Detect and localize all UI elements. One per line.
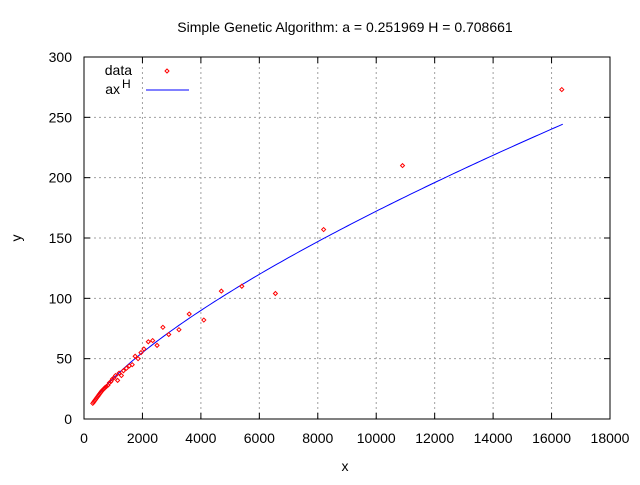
data-point bbox=[112, 372, 119, 379]
x-tick-label: 12000 bbox=[415, 430, 454, 446]
y-tick-label: 0 bbox=[64, 411, 72, 427]
y-tick-label: 50 bbox=[56, 351, 72, 367]
legend: data ax H bbox=[105, 62, 189, 97]
data-point bbox=[109, 376, 116, 382]
data-point bbox=[102, 384, 108, 391]
data-point bbox=[123, 365, 130, 372]
y-tick-label: 150 bbox=[49, 230, 73, 246]
y-tick-label: 100 bbox=[49, 290, 73, 306]
data-point bbox=[106, 380, 113, 386]
data-point bbox=[98, 388, 105, 394]
data-point bbox=[101, 386, 107, 392]
legend-fit-label-superscript: H bbox=[122, 77, 131, 91]
data-point bbox=[141, 346, 147, 352]
data-point bbox=[166, 331, 172, 338]
y-tick-label: 250 bbox=[49, 109, 73, 125]
grid-layer bbox=[84, 57, 610, 419]
data-point bbox=[154, 342, 160, 349]
data-point bbox=[149, 337, 156, 344]
data-point bbox=[272, 290, 279, 297]
series-layer bbox=[90, 86, 565, 407]
data-point bbox=[160, 324, 166, 331]
y-tick-label: 300 bbox=[49, 49, 73, 65]
x-tick-label: 8000 bbox=[302, 430, 333, 446]
data-point bbox=[145, 339, 151, 345]
data-point bbox=[116, 370, 122, 376]
data-point bbox=[559, 86, 565, 93]
x-tick-label: 4000 bbox=[185, 430, 216, 446]
x-tick-label: 2000 bbox=[127, 430, 158, 446]
y-tick-label: 200 bbox=[49, 170, 73, 186]
x-tick-label: 10000 bbox=[357, 430, 396, 446]
data-point bbox=[399, 162, 406, 169]
data-point bbox=[186, 311, 192, 317]
data-point bbox=[239, 283, 245, 289]
x-axis-label: x bbox=[342, 458, 349, 474]
legend-data-marker-diamond bbox=[164, 68, 170, 74]
x-tick-label: 14000 bbox=[474, 430, 513, 446]
data-point bbox=[103, 383, 110, 390]
fit-line bbox=[92, 123, 563, 402]
data-point bbox=[176, 326, 182, 333]
data-point bbox=[320, 226, 327, 233]
x-tick-label: 6000 bbox=[244, 430, 275, 446]
legend-fit-label: ax bbox=[105, 81, 120, 97]
axes-layer: 0 2000 4000 6000 8000 10000 12000 14000 16000 180… bbox=[49, 49, 630, 446]
legend-data-label: data bbox=[105, 62, 132, 78]
data-point bbox=[129, 361, 135, 368]
x-tick-label: 16000 bbox=[532, 430, 571, 446]
chart-title: Simple Genetic Algorithm: a = 0.251969 H… bbox=[177, 19, 513, 35]
data-point bbox=[135, 355, 141, 362]
data-point bbox=[218, 288, 225, 294]
data-point bbox=[138, 349, 144, 356]
data-point bbox=[114, 377, 121, 384]
data-point bbox=[132, 353, 138, 359]
x-tick-label: 0 bbox=[80, 430, 88, 446]
data-point bbox=[201, 317, 207, 323]
data-point bbox=[120, 368, 127, 374]
y-axis-label: y bbox=[8, 235, 24, 242]
data-point bbox=[118, 372, 125, 379]
plot-frame bbox=[83, 56, 611, 420]
legend-data-marker bbox=[164, 68, 170, 74]
x-tick-label: 18000 bbox=[591, 430, 630, 446]
data-point bbox=[99, 387, 106, 393]
